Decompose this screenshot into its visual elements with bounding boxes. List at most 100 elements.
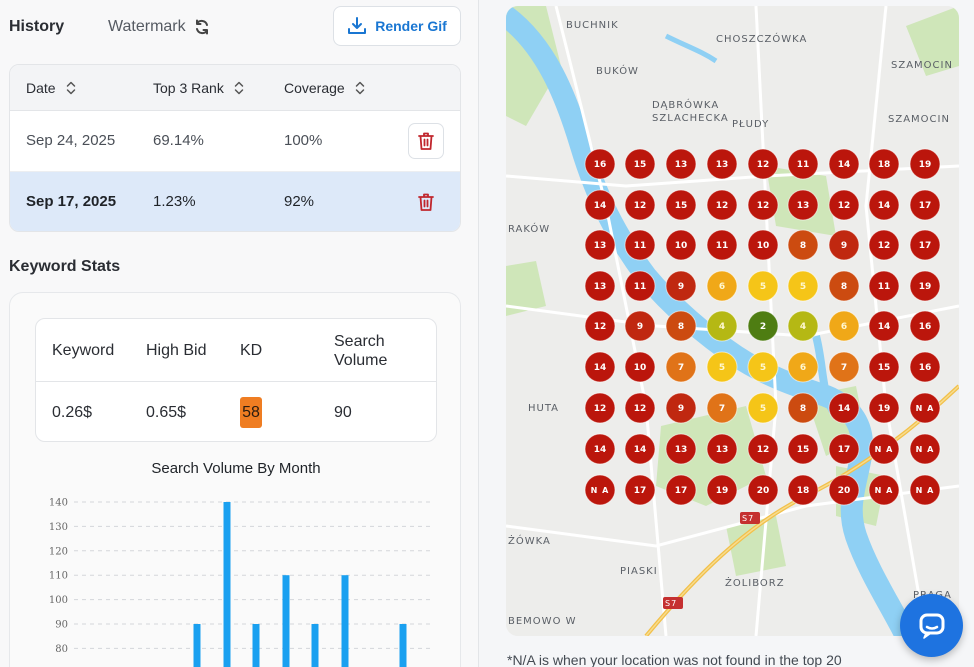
rank-pin[interactable]: 8 bbox=[665, 310, 697, 342]
rank-pin[interactable]: 9 bbox=[665, 270, 697, 302]
rank-pin[interactable]: 7 bbox=[828, 351, 860, 383]
rank-pin[interactable]: 15 bbox=[787, 433, 819, 465]
rank-pin[interactable]: 17 bbox=[665, 474, 697, 506]
chat-button[interactable] bbox=[900, 594, 963, 657]
rank-pin[interactable]: 10 bbox=[665, 229, 697, 261]
rank-pin[interactable]: 6 bbox=[787, 351, 819, 383]
sort-icon[interactable] bbox=[234, 81, 244, 95]
rank-pin[interactable]: N A bbox=[909, 474, 941, 506]
rank-pin[interactable]: 13 bbox=[706, 148, 738, 180]
rank-pin[interactable]: 12 bbox=[624, 189, 656, 221]
rank-pin[interactable]: 16 bbox=[909, 310, 941, 342]
rank-pin[interactable]: N A bbox=[909, 433, 941, 465]
rank-pin[interactable]: 11 bbox=[787, 148, 819, 180]
rank-pin[interactable]: 14 bbox=[828, 392, 860, 424]
rank-pin[interactable]: 7 bbox=[665, 351, 697, 383]
rank-pin[interactable]: 14 bbox=[584, 351, 616, 383]
rank-pin[interactable]: 9 bbox=[665, 392, 697, 424]
rank-pin[interactable]: 11 bbox=[868, 270, 900, 302]
rank-pin[interactable]: 9 bbox=[624, 310, 656, 342]
rank-pin[interactable]: 12 bbox=[624, 392, 656, 424]
rank-pin[interactable]: 5 bbox=[747, 392, 779, 424]
rank-pin[interactable]: 11 bbox=[706, 229, 738, 261]
rank-pin[interactable]: 14 bbox=[584, 433, 616, 465]
rank-pin[interactable]: 5 bbox=[706, 351, 738, 383]
rank-pin[interactable]: 12 bbox=[584, 310, 616, 342]
history-row-selected[interactable]: Sep 17, 2025 1.23% 92% bbox=[10, 172, 460, 231]
rank-pin[interactable]: 5 bbox=[747, 270, 779, 302]
rank-pin[interactable]: 12 bbox=[868, 229, 900, 261]
rank-pin[interactable]: 2 bbox=[747, 310, 779, 342]
rank-pin[interactable]: 5 bbox=[747, 351, 779, 383]
rank-pin[interactable]: 18 bbox=[787, 474, 819, 506]
rank-pin[interactable]: 13 bbox=[665, 148, 697, 180]
rank-pin[interactable]: 12 bbox=[747, 148, 779, 180]
rank-pin[interactable]: 8 bbox=[787, 392, 819, 424]
rank-pin[interactable]: 6 bbox=[828, 310, 860, 342]
rank-pin[interactable]: 6 bbox=[706, 270, 738, 302]
rank-pin[interactable]: 15 bbox=[665, 189, 697, 221]
rank-pin[interactable]: 8 bbox=[787, 229, 819, 261]
rank-pin[interactable]: 12 bbox=[828, 189, 860, 221]
rank-pin[interactable]: 15 bbox=[624, 148, 656, 180]
rank-pin[interactable]: 20 bbox=[747, 474, 779, 506]
rank-pin[interactable]: N A bbox=[868, 433, 900, 465]
rank-pin[interactable]: 13 bbox=[706, 433, 738, 465]
rank-pin[interactable]: 12 bbox=[706, 189, 738, 221]
rank-pin[interactable]: 20 bbox=[828, 474, 860, 506]
rank-pin[interactable]: 14 bbox=[868, 189, 900, 221]
rank-pin[interactable]: 14 bbox=[868, 310, 900, 342]
sort-icon[interactable] bbox=[355, 81, 365, 95]
rank-pin[interactable]: 17 bbox=[909, 229, 941, 261]
render-gif-button[interactable]: Render Gif bbox=[333, 6, 461, 46]
history-row[interactable]: Sep 24, 2025 69.14% 100% bbox=[10, 111, 460, 172]
map-label: PŁUDY bbox=[732, 119, 769, 130]
rank-pin[interactable]: 15 bbox=[868, 351, 900, 383]
rank-pin[interactable]: 12 bbox=[584, 392, 616, 424]
rank-pin[interactable]: 13 bbox=[584, 270, 616, 302]
rank-pin[interactable]: N A bbox=[868, 474, 900, 506]
rank-pin[interactable]: 16 bbox=[584, 148, 616, 180]
rank-pin[interactable]: 7 bbox=[706, 392, 738, 424]
trash-icon bbox=[418, 132, 434, 150]
rank-pin[interactable]: 17 bbox=[909, 189, 941, 221]
rank-pin[interactable]: 8 bbox=[828, 270, 860, 302]
rank-pin[interactable]: 18 bbox=[868, 148, 900, 180]
refresh-icon[interactable] bbox=[194, 19, 210, 35]
sort-icon[interactable] bbox=[66, 81, 76, 95]
rank-pin[interactable]: 14 bbox=[828, 148, 860, 180]
rank-pin[interactable]: 14 bbox=[624, 433, 656, 465]
rank-pin[interactable]: N A bbox=[584, 474, 616, 506]
rank-pin[interactable]: 12 bbox=[747, 189, 779, 221]
rank-pin[interactable]: 9 bbox=[828, 229, 860, 261]
watermark-toggle[interactable]: Watermark bbox=[108, 18, 210, 36]
column-date[interactable]: Date bbox=[26, 80, 76, 96]
rank-pin[interactable]: 13 bbox=[665, 433, 697, 465]
rank-pin[interactable]: 11 bbox=[624, 229, 656, 261]
rank-pin[interactable]: 19 bbox=[706, 474, 738, 506]
rank-pin[interactable]: N A bbox=[909, 392, 941, 424]
map-label: PIASKI bbox=[620, 566, 658, 577]
rank-pin[interactable]: 13 bbox=[584, 229, 616, 261]
column-coverage[interactable]: Coverage bbox=[284, 80, 365, 96]
delete-button[interactable] bbox=[408, 184, 444, 220]
rank-pin[interactable]: 14 bbox=[584, 189, 616, 221]
rank-pin[interactable]: 19 bbox=[909, 148, 941, 180]
rank-pin[interactable]: 19 bbox=[868, 392, 900, 424]
rank-grid-map[interactable]: BUCHNIK CHOSZCZÓWKA SZAMOCIN BUKÓW DĄBRÓWKA S… bbox=[506, 6, 959, 636]
rank-pin[interactable]: 17 bbox=[624, 474, 656, 506]
rank-pin[interactable]: 4 bbox=[706, 310, 738, 342]
rank-pin[interactable]: 10 bbox=[747, 229, 779, 261]
rank-pin[interactable]: 11 bbox=[624, 270, 656, 302]
rank-pin[interactable]: 4 bbox=[787, 310, 819, 342]
rank-pin[interactable]: 10 bbox=[624, 351, 656, 383]
column-top3-rank[interactable]: Top 3 Rank bbox=[153, 80, 244, 96]
rank-pin[interactable]: 17 bbox=[828, 433, 860, 465]
rank-pin[interactable]: 16 bbox=[909, 351, 941, 383]
rank-pin[interactable]: 13 bbox=[787, 189, 819, 221]
rank-pin[interactable]: 12 bbox=[747, 433, 779, 465]
delete-button[interactable] bbox=[408, 123, 444, 159]
rank-pin[interactable]: 19 bbox=[909, 270, 941, 302]
rank-pin[interactable]: 5 bbox=[787, 270, 819, 302]
map-canvas[interactable]: BUCHNIK CHOSZCZÓWKA SZAMOCIN BUKÓW DĄBRÓWKA S… bbox=[506, 6, 959, 636]
